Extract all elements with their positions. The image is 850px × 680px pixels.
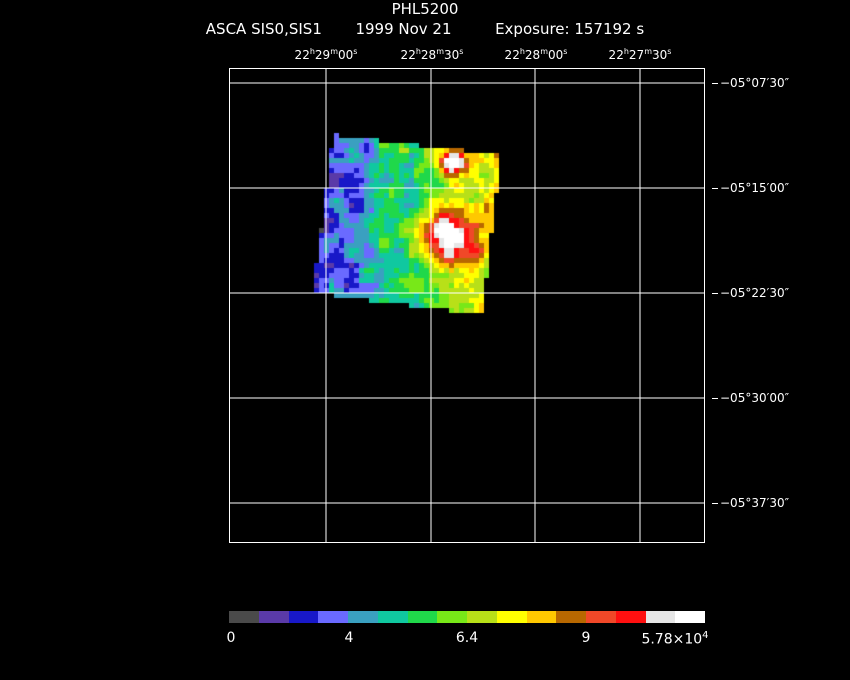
colorbar-swatch-9: [496, 611, 527, 623]
sky-image-frame: [229, 68, 705, 543]
colorbar-swatch-2: [288, 611, 319, 623]
colorbar: [229, 611, 705, 623]
dec-label-0: −05°07′30″: [712, 76, 789, 90]
frame-border: [229, 68, 705, 543]
ra-label-0: 22h29m00s: [294, 47, 358, 62]
ra-label-1: 22h28m30s: [400, 47, 464, 62]
ra-label-2: 22h28m00s: [504, 47, 568, 62]
observation-info: ASCA SIS0,SIS1 1999 Nov 21 Exposure: 157…: [0, 20, 850, 38]
coordinate-grid: [229, 68, 705, 543]
colorbar-label-1: 4: [344, 630, 354, 646]
dec-label-4: −05°37′30″: [712, 496, 789, 510]
colorbar-swatch-5: [377, 611, 408, 623]
dec-label-3: −05°30′00″: [712, 391, 789, 405]
colorbar-label-2: 6.4: [455, 630, 479, 646]
colorbar-swatch-8: [467, 611, 497, 623]
colorbar-swatch-1: [258, 611, 289, 623]
dec-label-1: −05°15′00″: [712, 181, 789, 195]
colorbar-swatch-0: [229, 611, 259, 623]
object-title: PHL5200: [391, 0, 459, 18]
ra-label-3: 22h27m30s: [608, 47, 672, 62]
exposure-label: Exposure: 157192 s: [495, 20, 645, 38]
colorbar-label-3: 9: [581, 630, 591, 646]
xray-image: [229, 68, 705, 543]
colorbar-swatch-6: [407, 611, 438, 623]
colorbar-swatch-11: [556, 611, 586, 623]
colorbar-swatch-14: [645, 611, 676, 623]
colorbar-label-0: 0: [226, 630, 236, 646]
colorbar-swatch-10: [526, 611, 557, 623]
colorbar-swatch-13: [615, 611, 646, 623]
colorbar-swatch-12: [586, 611, 616, 623]
instrument-label: ASCA SIS0,SIS1: [205, 20, 322, 38]
date-label: 1999 Nov 21: [355, 20, 452, 38]
colorbar-swatch-7: [437, 611, 467, 623]
colorbar-swatch-15: [675, 611, 705, 623]
colorbar-swatch-3: [318, 611, 348, 623]
colorbar-swatch-4: [348, 611, 378, 623]
dec-label-2: −05°22′30″: [712, 286, 789, 300]
colorbar-label-max: 5.78×104: [641, 630, 709, 648]
